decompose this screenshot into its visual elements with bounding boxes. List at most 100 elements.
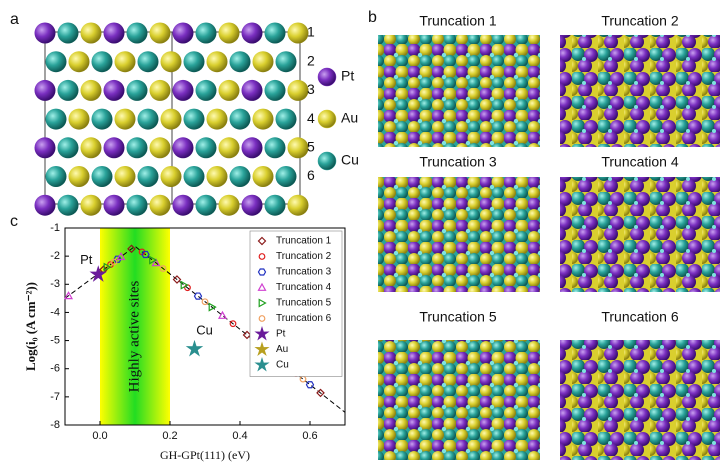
atom — [264, 137, 286, 159]
surface-image — [560, 177, 720, 292]
marker — [127, 244, 136, 254]
atom — [160, 166, 182, 187]
legend-marker — [254, 357, 270, 372]
atom-legend-label: Pt — [341, 68, 354, 84]
atom — [160, 51, 182, 73]
atom — [57, 79, 79, 101]
atom — [183, 108, 205, 130]
legend-label: Au — [276, 344, 288, 355]
legend-label: Truncation 4 — [276, 282, 332, 293]
marker — [172, 275, 182, 284]
band-label: Highly active sites — [126, 281, 142, 393]
marker — [110, 258, 118, 266]
atom — [195, 22, 217, 44]
atom — [45, 166, 67, 187]
legend-marker — [257, 236, 267, 246]
atom — [172, 194, 194, 216]
atom — [252, 108, 274, 130]
marker — [103, 262, 112, 272]
atom — [126, 22, 148, 44]
atom — [114, 51, 136, 73]
y-tick-label: -7 — [50, 391, 60, 403]
legend-marker — [258, 253, 266, 260]
marker — [185, 339, 204, 357]
atom — [252, 166, 274, 187]
y-tick-label: -6 — [50, 363, 60, 375]
surface-image — [378, 177, 540, 292]
legend-label: Truncation 2 — [276, 251, 332, 262]
layer-label: 4 — [307, 110, 315, 126]
marker — [193, 292, 203, 300]
atom-legend-label: Au — [341, 110, 358, 126]
atom — [229, 166, 251, 187]
atom — [241, 137, 263, 159]
y-tick-label: -1 — [50, 222, 60, 234]
atom — [68, 108, 90, 130]
legend-marker — [254, 341, 270, 356]
marker — [305, 381, 315, 389]
annotation: Cu — [196, 322, 213, 337]
atom — [229, 108, 251, 130]
truncation-title: Truncation 1 — [419, 13, 497, 29]
atom — [126, 79, 148, 101]
atom — [80, 194, 102, 216]
atom — [45, 51, 67, 73]
marker — [208, 302, 217, 312]
atom — [275, 166, 297, 187]
atom — [57, 194, 79, 216]
atom — [287, 194, 309, 216]
marker — [89, 265, 107, 282]
legend-label: Truncation 1 — [276, 236, 332, 247]
atom — [68, 166, 90, 187]
x-tick-label: 0.4 — [232, 430, 247, 442]
legend-marker — [257, 268, 267, 276]
atom — [287, 22, 309, 44]
atom — [195, 194, 217, 216]
atom — [172, 79, 194, 101]
truncation-title: Truncation 5 — [419, 309, 497, 325]
legend-label: Truncation 5 — [276, 298, 332, 309]
atom — [103, 194, 125, 216]
atom — [195, 79, 217, 101]
atom — [252, 51, 274, 73]
x-tick-label: 0.6 — [302, 430, 317, 442]
atom — [218, 137, 240, 159]
atom — [103, 79, 125, 101]
truncation-title: Truncation 4 — [601, 154, 679, 170]
legend-label: Truncation 6 — [276, 313, 332, 324]
surface-image — [378, 35, 540, 147]
truncation-title: Truncation 3 — [419, 154, 497, 170]
atom — [114, 108, 136, 130]
atom — [91, 108, 113, 130]
atom — [91, 51, 113, 73]
atom — [275, 108, 297, 130]
atom-legend-marker — [317, 151, 337, 171]
atom — [206, 108, 228, 130]
atom — [160, 108, 182, 130]
x-axis-label: GH-GPt(111) (eV) — [160, 448, 250, 462]
y-tick-label: -8 — [50, 419, 60, 431]
y-tick-label: -2 — [50, 250, 60, 262]
marker — [159, 265, 167, 272]
atom — [80, 79, 102, 101]
atom — [80, 137, 102, 159]
marker — [116, 251, 126, 261]
layer-label: 1 — [307, 24, 315, 40]
y-tick-label: -4 — [50, 306, 60, 318]
marker — [151, 258, 161, 267]
legend-label: Pt — [276, 329, 286, 340]
marker — [63, 291, 74, 300]
panel-label: a — [10, 11, 19, 28]
surface-image — [378, 340, 540, 460]
surface-image — [560, 340, 720, 460]
legend-marker — [254, 326, 270, 341]
marker — [149, 255, 158, 265]
atom — [149, 22, 171, 44]
y-tick-label: -5 — [50, 334, 60, 346]
atom — [218, 194, 240, 216]
atom — [34, 194, 56, 216]
marker — [242, 330, 252, 340]
atom — [34, 137, 56, 159]
atom — [206, 166, 228, 187]
